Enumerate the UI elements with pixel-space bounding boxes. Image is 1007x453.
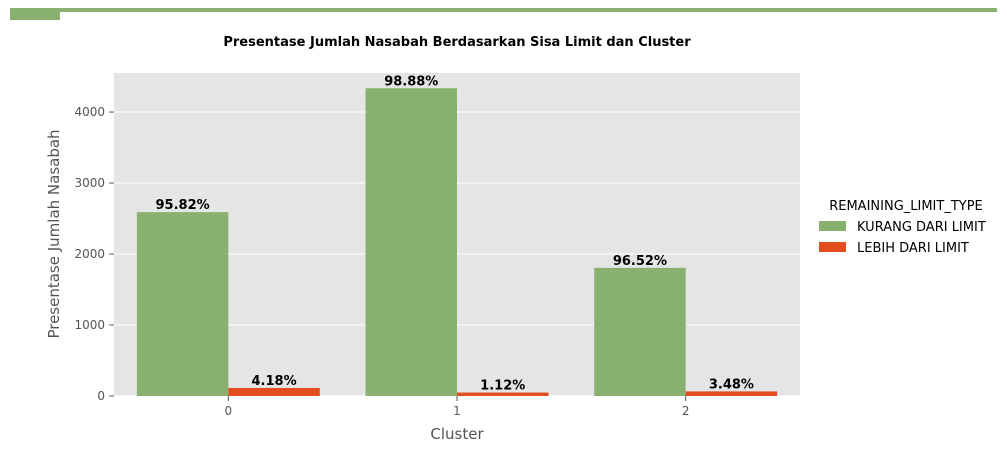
bar-label-series1-cluster-0: 95.82% <box>156 198 210 213</box>
bar-series1-cluster-2 <box>594 267 686 396</box>
y-tick-label-4: 4000 <box>74 105 105 119</box>
bars <box>136 88 778 396</box>
top-accent-tab <box>10 8 60 20</box>
bar-labels: 95.82% 4.18% 98.88% 1.12% 96.52% 3.48% <box>156 74 754 393</box>
legend-swatch-2 <box>819 242 846 252</box>
x-axis-label: Cluster <box>430 425 484 443</box>
y-tick-label-2: 2000 <box>74 247 105 261</box>
bar-series1-cluster-1 <box>365 88 457 396</box>
legend-label-1: KURANG DARI LIMIT <box>857 220 986 235</box>
bar-label-series2-cluster-2: 3.48% <box>709 377 754 392</box>
y-axis-ticks: 0 1000 2000 3000 4000 <box>74 105 114 403</box>
y-tick-label-0: 0 <box>97 389 105 403</box>
top-accent-line <box>10 8 997 12</box>
legend-title: REMAINING_LIMIT_TYPE <box>829 199 983 214</box>
bar-series2-cluster-2 <box>685 391 778 396</box>
x-axis-ticks: 0 1 2 <box>225 396 690 418</box>
chart-title: Presentase Jumlah Nasabah Berdasarkan Si… <box>223 35 691 50</box>
bar-label-series1-cluster-1: 98.88% <box>384 74 438 89</box>
x-tick-label-1: 1 <box>453 404 461 418</box>
legend-label-2: LEBIH DARI LIMIT <box>857 241 969 256</box>
bar-label-series2-cluster-1: 1.12% <box>480 379 525 394</box>
legend: REMAINING_LIMIT_TYPE KURANG DARI LIMIT LE… <box>819 199 986 256</box>
y-tick-label-3: 3000 <box>74 176 105 190</box>
x-tick-label-0: 0 <box>225 404 233 418</box>
legend-swatch-1 <box>819 221 846 231</box>
bar-label-series1-cluster-2: 96.52% <box>613 254 667 269</box>
bar-label-series2-cluster-0: 4.18% <box>252 374 297 389</box>
legend-items: KURANG DARI LIMIT LEBIH DARI LIMIT <box>819 220 986 256</box>
x-tick-label-2: 2 <box>682 404 690 418</box>
bar-series2-cluster-1 <box>457 392 549 396</box>
bar-series1-cluster-0 <box>136 212 229 396</box>
bar-series2-cluster-0 <box>228 387 320 396</box>
y-tick-label-1: 1000 <box>74 318 105 332</box>
y-axis-label: Presentase Jumlah Nasabah <box>45 129 63 338</box>
